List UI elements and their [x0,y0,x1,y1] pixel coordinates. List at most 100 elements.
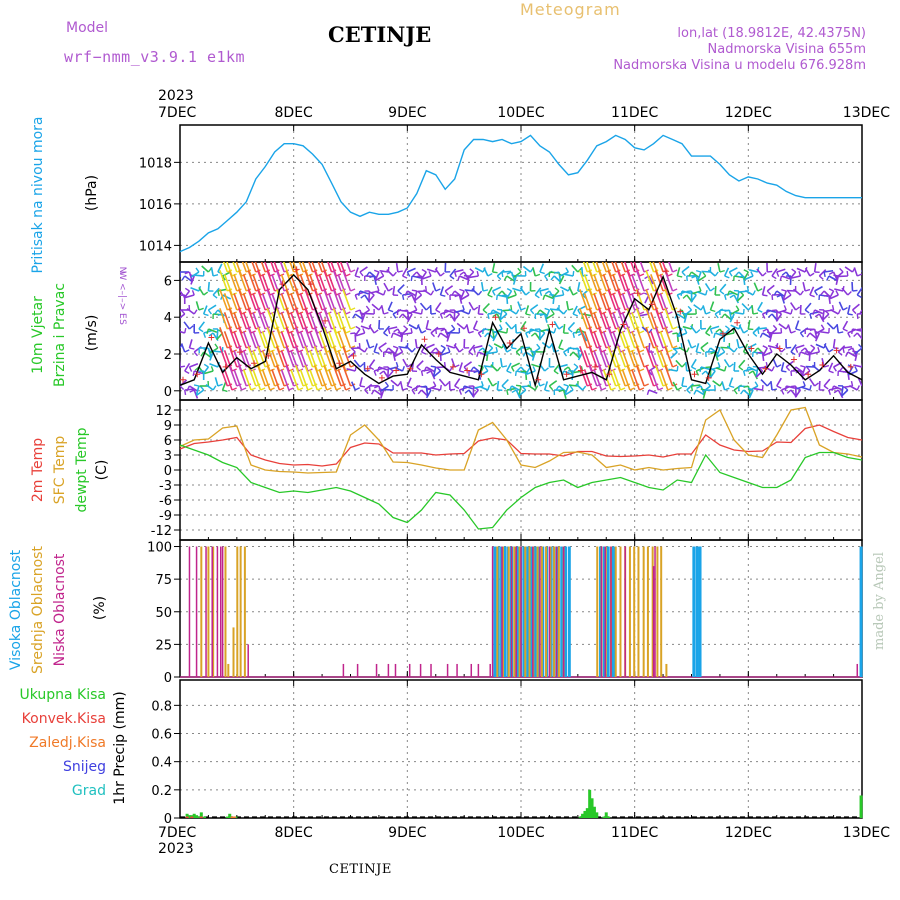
wind-barb [645,308,655,330]
wind-barb [188,271,193,281]
wind-barb-tick [203,363,209,368]
wind-barb [496,380,500,391]
wind-barb-tick [724,387,730,391]
y-tick-label: 100 [147,541,172,556]
wind-barb [734,311,744,315]
wind-barb [474,385,484,389]
wind-barb [719,283,727,292]
pressure-line [179,134,862,253]
wind-barb [780,362,785,372]
wind-barb [256,365,267,387]
wind-barb [499,313,508,321]
wind-gust-marker [378,374,385,381]
wind-barb-tick [198,328,204,333]
wind-barb-tick [534,294,540,299]
wind-barb-tick [214,309,219,315]
wind-barb-tick [443,309,446,316]
wind-barb-tick [203,313,209,317]
wind-barb-tick [487,294,493,298]
model-label: Model [66,20,109,36]
wind-barb [588,365,598,387]
wind-gust-marker [478,371,485,378]
wind-barb [715,367,725,372]
wind-axis-title-1: 10m Vjetar [30,296,46,374]
wind-barb-tick [440,344,446,349]
wind-barb-tick [572,313,578,317]
wind-barb [771,268,778,277]
wind-barb [458,294,463,304]
wind-barb [510,271,516,281]
wind-barb [423,289,432,296]
wind-barb-tick [374,351,380,354]
wind-barb [469,275,479,279]
wind-barb [401,267,408,277]
wind-barb [332,289,342,311]
wind-barb-tick [454,385,460,390]
wind-barb [474,267,484,273]
wind-barb [690,358,697,368]
y-tick-label: 6 [164,434,172,449]
low-cloud-bar [375,663,378,677]
wind-barb-tick [809,313,813,319]
wind-barb [492,286,502,292]
wind-barb [369,290,380,294]
wind-barb-tick [354,387,361,391]
wind-barb-tick [779,275,783,282]
wind-gust-marker [663,268,670,275]
wind-barb [464,289,474,292]
wind-barb [664,346,674,368]
wind-barb-tick [326,387,332,391]
wind-barb [266,327,276,349]
wind-barb [672,381,679,391]
wind-barb-tick [784,385,787,392]
wind-barb-tick [369,366,375,371]
wind-barb-tick [681,271,686,277]
wind-barb [487,377,494,387]
wind-barb [616,270,626,292]
low-cloud-bar [515,546,518,677]
wind-barb-tick [553,370,559,375]
wind-barb-tick [558,389,564,393]
wind-barb [228,270,238,292]
wind-barb [539,309,548,317]
wind-barb-tick [181,275,186,281]
wind-barb [538,332,546,341]
wind-barb-tick [231,387,237,391]
wind-barb [439,286,445,296]
wind-barb [217,288,227,292]
wind-barb-tick [555,385,560,391]
wind-barb-tick [845,351,849,357]
wind-barb [359,377,363,387]
wind-barb [359,309,364,319]
wind-gust-marker [279,281,286,288]
wind-barb [828,294,831,305]
wind-barbs [180,262,862,399]
wind-barb-tick [762,345,768,349]
wind-barb-tick [826,275,830,281]
wind-barb [700,385,706,395]
wind-barb-tick [440,272,445,277]
high-cloud-bar [859,546,863,677]
wind-barb [709,347,719,354]
wind-barb-tick [397,270,403,273]
wind-barb-tick [501,294,507,297]
temp-legend-2m: 2m Temp [30,438,46,502]
wind-barb-tick [823,271,826,278]
wind-barb-tick [728,271,733,277]
wind-barb [515,389,521,399]
wind-barb [649,262,655,273]
wind-barb [468,344,476,353]
t2m-line [179,424,863,467]
wind-barb [744,275,754,281]
low-cloud-bar [510,546,513,677]
wind-barb [416,360,424,368]
wind-speed-line [180,273,862,389]
wind-barb-tick [681,385,688,388]
wind-barb [332,308,342,330]
wind-barb-tick [459,271,465,276]
wind-barb [800,351,810,356]
wind-barb-tick [378,347,383,353]
wind-barb-tick [473,370,479,374]
wind-barb [298,262,304,273]
wind-barb-tick [464,389,470,394]
